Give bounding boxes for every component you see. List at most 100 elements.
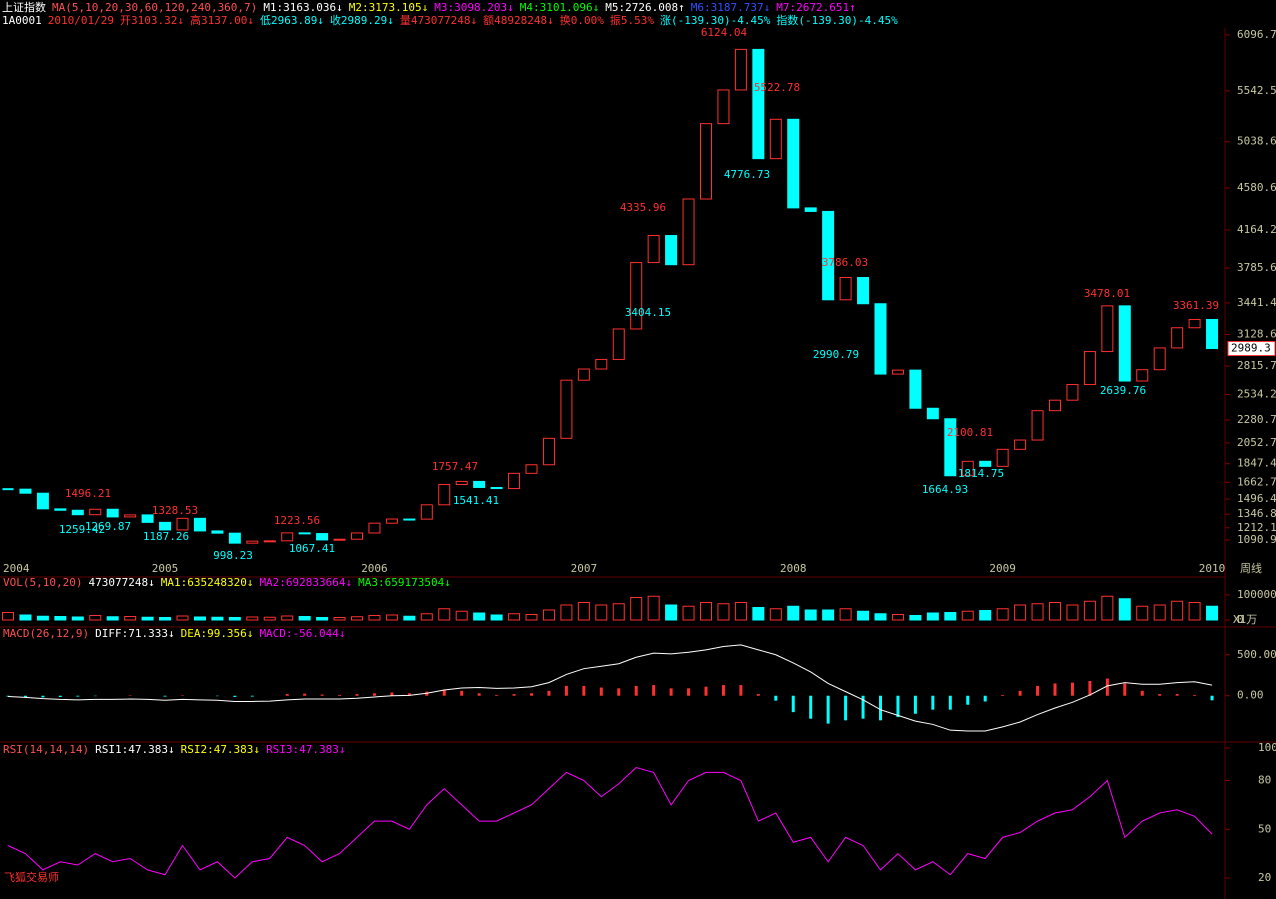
y-tick-label: 100 (1258, 741, 1276, 754)
diff-line (7, 644, 1213, 732)
volume-bar (1153, 604, 1166, 621)
panel-legend: MACD(26,12,9) DIFF:71.333↓ DEA:99.356↓ MACD… (3, 627, 346, 640)
header-line-item: M7:2672.651↑ (776, 1, 855, 14)
y-tick-label: 1346.8 (1237, 507, 1276, 520)
last-price-label: 2989.3 (1231, 342, 1271, 355)
candle (1101, 305, 1114, 353)
volume-bar (473, 612, 486, 621)
macd-bar (1175, 694, 1179, 696)
volume-bar (403, 615, 416, 621)
header-line: 1A0001 2010/01/29 开3103.32↓ 高3137.00↓ 低2963.… (2, 13, 898, 27)
candle (473, 480, 486, 488)
volume-bar (455, 610, 468, 621)
macd-bar (774, 695, 778, 701)
volume-bar (1049, 602, 1061, 621)
annotation: 1223.56 (274, 514, 320, 527)
candle (700, 123, 712, 200)
macd-bar (372, 693, 376, 696)
y-tick-label: 4164.2 (1237, 223, 1276, 236)
header-line-item: M4:3101.096↓ (520, 1, 599, 14)
candle (682, 198, 695, 266)
volume-bar (438, 608, 451, 621)
volume-bar (159, 617, 172, 621)
macd-bar (6, 695, 10, 697)
header-line-item: M1:3163.036↓ (263, 1, 342, 14)
header-line-item: 收2989.29↓ (330, 13, 394, 27)
panel-legend-item: DIFF:71.333↓ (95, 627, 174, 640)
macd-bar (23, 695, 27, 697)
macd-bar (512, 694, 516, 696)
annotation: 5522.78 (754, 81, 800, 94)
macd-bar (477, 693, 481, 696)
volume-bar (1118, 598, 1131, 621)
candle (595, 358, 608, 370)
annotation: 2639.76 (1100, 384, 1146, 397)
volume-bar (926, 612, 939, 621)
volume-bar (36, 615, 49, 621)
candle (141, 514, 154, 523)
volume-bar (246, 616, 259, 621)
header-line-item: 额48928248↓ (483, 14, 554, 27)
annotation: 3361.39 (1173, 299, 1219, 312)
volume-bar (542, 609, 555, 621)
volume-bar (717, 603, 730, 621)
candle (159, 521, 172, 531)
volume-bar (1171, 600, 1184, 621)
panel-legend-item: VOL(5,10,20) (3, 576, 82, 589)
panel-legend-item: MA2:692833664↓ (259, 576, 352, 589)
candle (508, 472, 521, 490)
volume-bar (263, 616, 276, 621)
candle (54, 508, 67, 511)
y-tick-label: 1212.1 (1237, 521, 1276, 534)
annotation: 1664.93 (922, 483, 968, 496)
volume-bar (577, 602, 590, 621)
macd-bar (704, 686, 708, 696)
candle (193, 517, 206, 532)
macd-bar (826, 695, 830, 724)
volume-bar (124, 616, 137, 621)
candle (1049, 399, 1061, 412)
candle (1083, 351, 1096, 386)
macd-bar (809, 695, 813, 719)
header-line-item: 量473077248↓ (400, 14, 477, 27)
candle (1066, 384, 1079, 401)
header-line-item: MA(5,10,20,30,60,120,240,360,7) (52, 1, 257, 14)
y-tick-label: 5038.6 (1237, 135, 1276, 148)
macd-bar (844, 695, 848, 721)
header-line-item: 1A0001 (2, 14, 42, 27)
volume-bar (1136, 605, 1149, 621)
candle (1136, 369, 1149, 382)
header-line: 上证指数 MA(5,10,20,30,60,120,240,360,7) M1:31… (2, 0, 856, 14)
macd-bar (966, 695, 970, 705)
annotation: 1328.53 (152, 504, 198, 517)
candle (560, 379, 573, 439)
annotation: 1757.47 (432, 460, 478, 473)
header-line-item: 振5.53% (610, 13, 654, 27)
header-line-item: 开3103.32↓ (120, 14, 184, 27)
candle (857, 277, 870, 305)
volume-bar (1188, 602, 1201, 621)
panel-legend-item: MA1:635248320↓ (161, 576, 254, 589)
header-line-item: M5:2726.008↑ (605, 1, 684, 14)
panel-legend-item: DEA:99.356↓ (181, 627, 254, 640)
candle (874, 303, 887, 375)
candle (665, 235, 678, 266)
annotation: 998.23 (213, 549, 253, 562)
y-tick-label: 6096.7 (1237, 28, 1276, 41)
volume-bar (211, 616, 224, 621)
candle (89, 508, 102, 516)
volume-bar (1031, 603, 1044, 621)
volume-bar (2, 612, 14, 621)
macd-bar (495, 694, 499, 696)
candle (1171, 327, 1184, 349)
macd-bar (338, 694, 342, 696)
candle (403, 518, 416, 521)
candle (542, 437, 555, 466)
macd-bar (1088, 680, 1092, 696)
candle (124, 514, 137, 518)
macd-bar (879, 695, 882, 721)
volume-bar (996, 608, 1009, 621)
candle (734, 48, 747, 91)
volume-bar (228, 617, 241, 621)
y-tick-label: 2052.7 (1237, 436, 1276, 449)
